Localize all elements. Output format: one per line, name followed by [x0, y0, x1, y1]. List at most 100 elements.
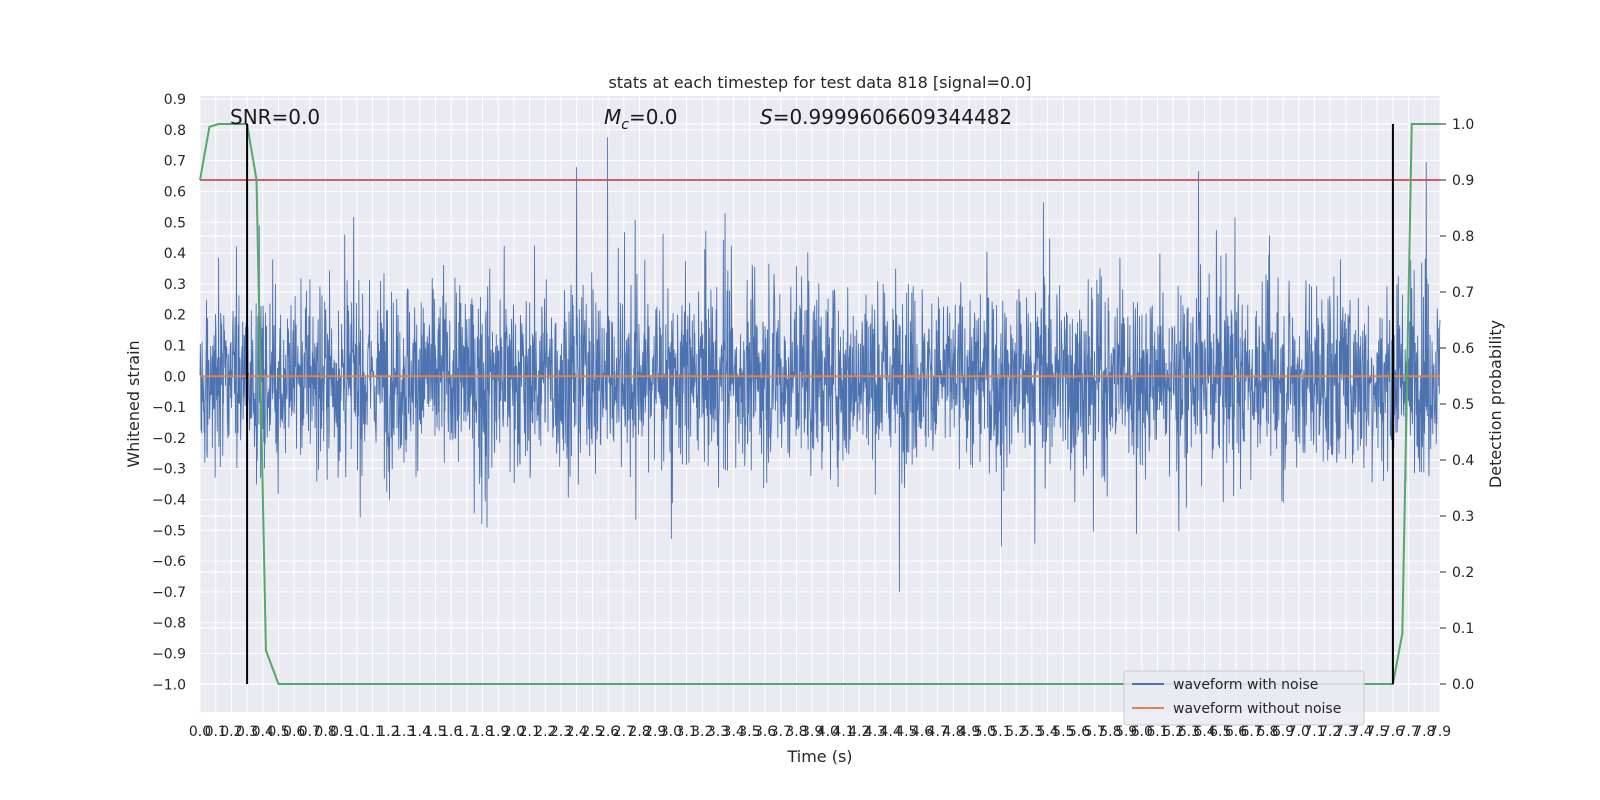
- x-tick-label: 0.8: [314, 724, 336, 740]
- y-right-tick-label: 0.3: [1452, 509, 1474, 525]
- x-tick-label: 3.0: [660, 724, 682, 740]
- x-tick-label: 6.8: [1256, 724, 1278, 740]
- x-tick-label: 4.6: [911, 724, 933, 740]
- x-tick-label: 0.9: [330, 724, 352, 740]
- y-left-tick-label: −0.6: [152, 554, 186, 570]
- x-tick-label: 1.2: [377, 724, 399, 740]
- x-tick-label: 7.3: [1335, 724, 1357, 740]
- x-tick-label: 2.5: [581, 724, 603, 740]
- x-tick-label: 2.8: [628, 724, 650, 740]
- x-tick-label: 6.6: [1225, 724, 1247, 740]
- x-tick-label: 0.5: [267, 724, 289, 740]
- x-tick-label: 5.7: [1084, 724, 1106, 740]
- y-right-axis-ticks: 1.0 0.9 0.8 0.7 0.6 0.5 0.4 0.3 0.2 0.1 0.0: [1440, 117, 1474, 693]
- x-tick-label: 1.5: [424, 724, 446, 740]
- legend: waveform with noise waveform without noi…: [1123, 670, 1365, 726]
- x-tick-label: 7.5: [1366, 724, 1388, 740]
- y-left-tick-label: 0.1: [164, 338, 186, 354]
- legend-label-clean: waveform without noise: [1173, 701, 1341, 717]
- y-right-tick-label: 0.1: [1452, 621, 1474, 637]
- y-right-tick-label: 0.9: [1452, 173, 1474, 189]
- x-tick-label: 7.2: [1319, 724, 1341, 740]
- y-left-tick-label: −0.5: [152, 523, 186, 539]
- y-left-tick-label: 0.8: [164, 123, 186, 139]
- y-left-tick-label: 0.4: [164, 246, 186, 262]
- y-left-tick-label: 0.7: [164, 154, 186, 170]
- x-tick-label: 3.5: [738, 724, 760, 740]
- x-tick-label: 0.6: [283, 724, 305, 740]
- x-tick-label: 2.6: [597, 724, 619, 740]
- chirp-mass-value: =0.0: [629, 105, 678, 129]
- y-right-axis-label: Detection probability: [1486, 320, 1505, 488]
- x-tick-label: 0.1: [205, 724, 227, 740]
- annotation-snr: SNR=0.0: [230, 105, 320, 129]
- y-left-tick-label: −0.4: [152, 492, 186, 508]
- x-tick-label: 1.0: [346, 724, 368, 740]
- y-left-tick-label: 0.2: [164, 308, 186, 324]
- x-tick-label: 3.9: [801, 724, 823, 740]
- x-tick-label: 5.4: [1036, 724, 1058, 740]
- x-tick-label: 1.8: [471, 724, 493, 740]
- y-left-tick-label: 0.5: [164, 215, 186, 231]
- y-left-tick-label: −0.8: [152, 616, 186, 632]
- x-tick-label: 7.0: [1288, 724, 1310, 740]
- legend-label-noise: waveform with noise: [1173, 677, 1318, 693]
- x-tick-label: 0.4: [252, 724, 274, 740]
- x-tick-label: 4.1: [832, 724, 854, 740]
- x-axis-label: Time (s): [786, 747, 852, 766]
- y-right-tick-label: 0.8: [1452, 229, 1474, 245]
- x-tick-label: 2.1: [518, 724, 540, 740]
- x-tick-label: 5.2: [1005, 724, 1027, 740]
- x-tick-label: 0.2: [220, 724, 242, 740]
- x-tick-label: 6.9: [1272, 724, 1294, 740]
- x-tick-label: 6.1: [1146, 724, 1168, 740]
- x-tick-label: 1.7: [456, 724, 478, 740]
- y-right-tick-label: 0.7: [1452, 285, 1474, 301]
- x-tick-label: 1.9: [487, 724, 509, 740]
- y-right-tick-label: 0.4: [1452, 453, 1474, 469]
- x-tick-label: 5.8: [1099, 724, 1121, 740]
- x-tick-label: 7.7: [1397, 724, 1419, 740]
- x-tick-label: 4.4: [880, 724, 902, 740]
- y-left-tick-label: 0.6: [164, 184, 186, 200]
- y-left-tick-label: −1.0: [152, 677, 186, 693]
- y-left-tick-label: 0.9: [164, 92, 186, 108]
- chirp-mass-symbol: M: [604, 105, 621, 129]
- y-left-tick-label: −0.9: [152, 646, 186, 662]
- x-tick-label: 5.5: [1052, 724, 1074, 740]
- noise-trace: [199, 137, 1441, 592]
- legend-box: [1123, 670, 1365, 726]
- y-left-tick-label: −0.1: [152, 400, 186, 416]
- x-tick-label: 5.6: [1068, 724, 1090, 740]
- y-right-tick-label: 1.0: [1452, 117, 1474, 133]
- score-symbol: S: [760, 105, 773, 129]
- x-tick-label: 2.4: [566, 724, 588, 740]
- x-tick-label: 2.7: [613, 724, 635, 740]
- score-value: =0.9999606609344482: [773, 105, 1012, 129]
- x-tick-label: 7.4: [1350, 724, 1372, 740]
- x-tick-label: 4.5: [895, 724, 917, 740]
- y-left-tick-label: −0.2: [152, 431, 186, 447]
- x-tick-label: 1.6: [440, 724, 462, 740]
- x-tick-label: 3.1: [675, 724, 697, 740]
- y-left-tick-label: −0.3: [152, 462, 186, 478]
- x-tick-label: 5.0: [974, 724, 996, 740]
- x-tick-label: 6.2: [1162, 724, 1184, 740]
- x-tick-label: 1.3: [393, 724, 415, 740]
- x-tick-label: 2.2: [534, 724, 556, 740]
- x-tick-label: 1.4: [409, 724, 431, 740]
- x-tick-label: 6.5: [1209, 724, 1231, 740]
- series-waveform-with-noise: [199, 137, 1441, 592]
- y-right-tick-label: 0.2: [1452, 565, 1474, 581]
- x-tick-label: 5.9: [1115, 724, 1137, 740]
- y-left-tick-label: 0.3: [164, 277, 186, 293]
- y-left-axis-label: Whitened strain: [124, 340, 143, 467]
- y-right-tick-label: 0.0: [1452, 677, 1474, 693]
- x-tick-label: 4.7: [927, 724, 949, 740]
- x-tick-label: 3.3: [707, 724, 729, 740]
- x-tick-label: 0.7: [299, 724, 321, 740]
- x-tick-label: 3.2: [691, 724, 713, 740]
- overlays: [199, 123, 1440, 685]
- x-tick-label: 2.0: [503, 724, 525, 740]
